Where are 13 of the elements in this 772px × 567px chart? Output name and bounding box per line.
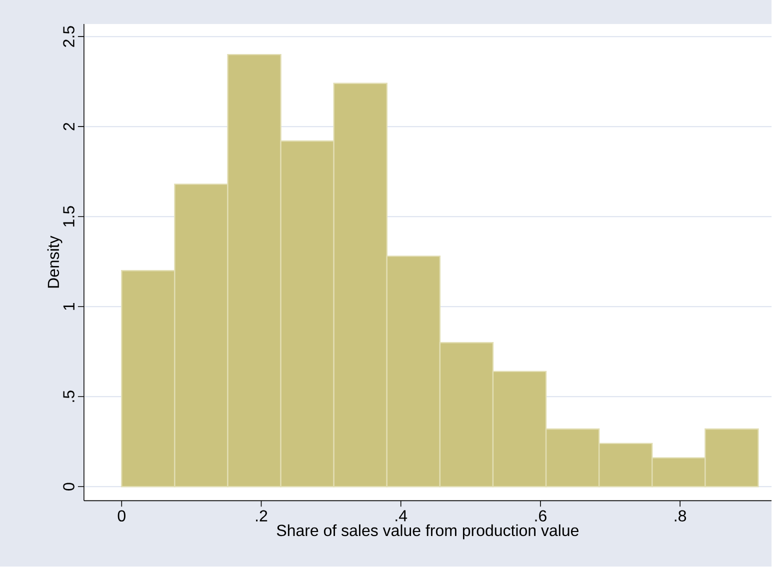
y-tick-label: 1 — [63, 303, 74, 310]
x-tick-label: 0 — [118, 510, 126, 522]
x-tick-label: .8 — [674, 510, 686, 522]
y-tick-label: 0 — [63, 483, 74, 491]
y-tick-label: 2 — [63, 123, 74, 130]
x-axis-title: Share of sales value from production value — [276, 524, 578, 540]
y-tick-label: 2.5 — [63, 26, 74, 48]
y-axis-title: Density — [47, 236, 62, 288]
y-tick-label: .5 — [63, 390, 74, 402]
y-tick-label: 1.5 — [63, 206, 74, 227]
x-tick-label: .6 — [535, 510, 546, 522]
x-tick-label: .4 — [396, 510, 408, 522]
x-tick-label: .2 — [256, 510, 268, 522]
